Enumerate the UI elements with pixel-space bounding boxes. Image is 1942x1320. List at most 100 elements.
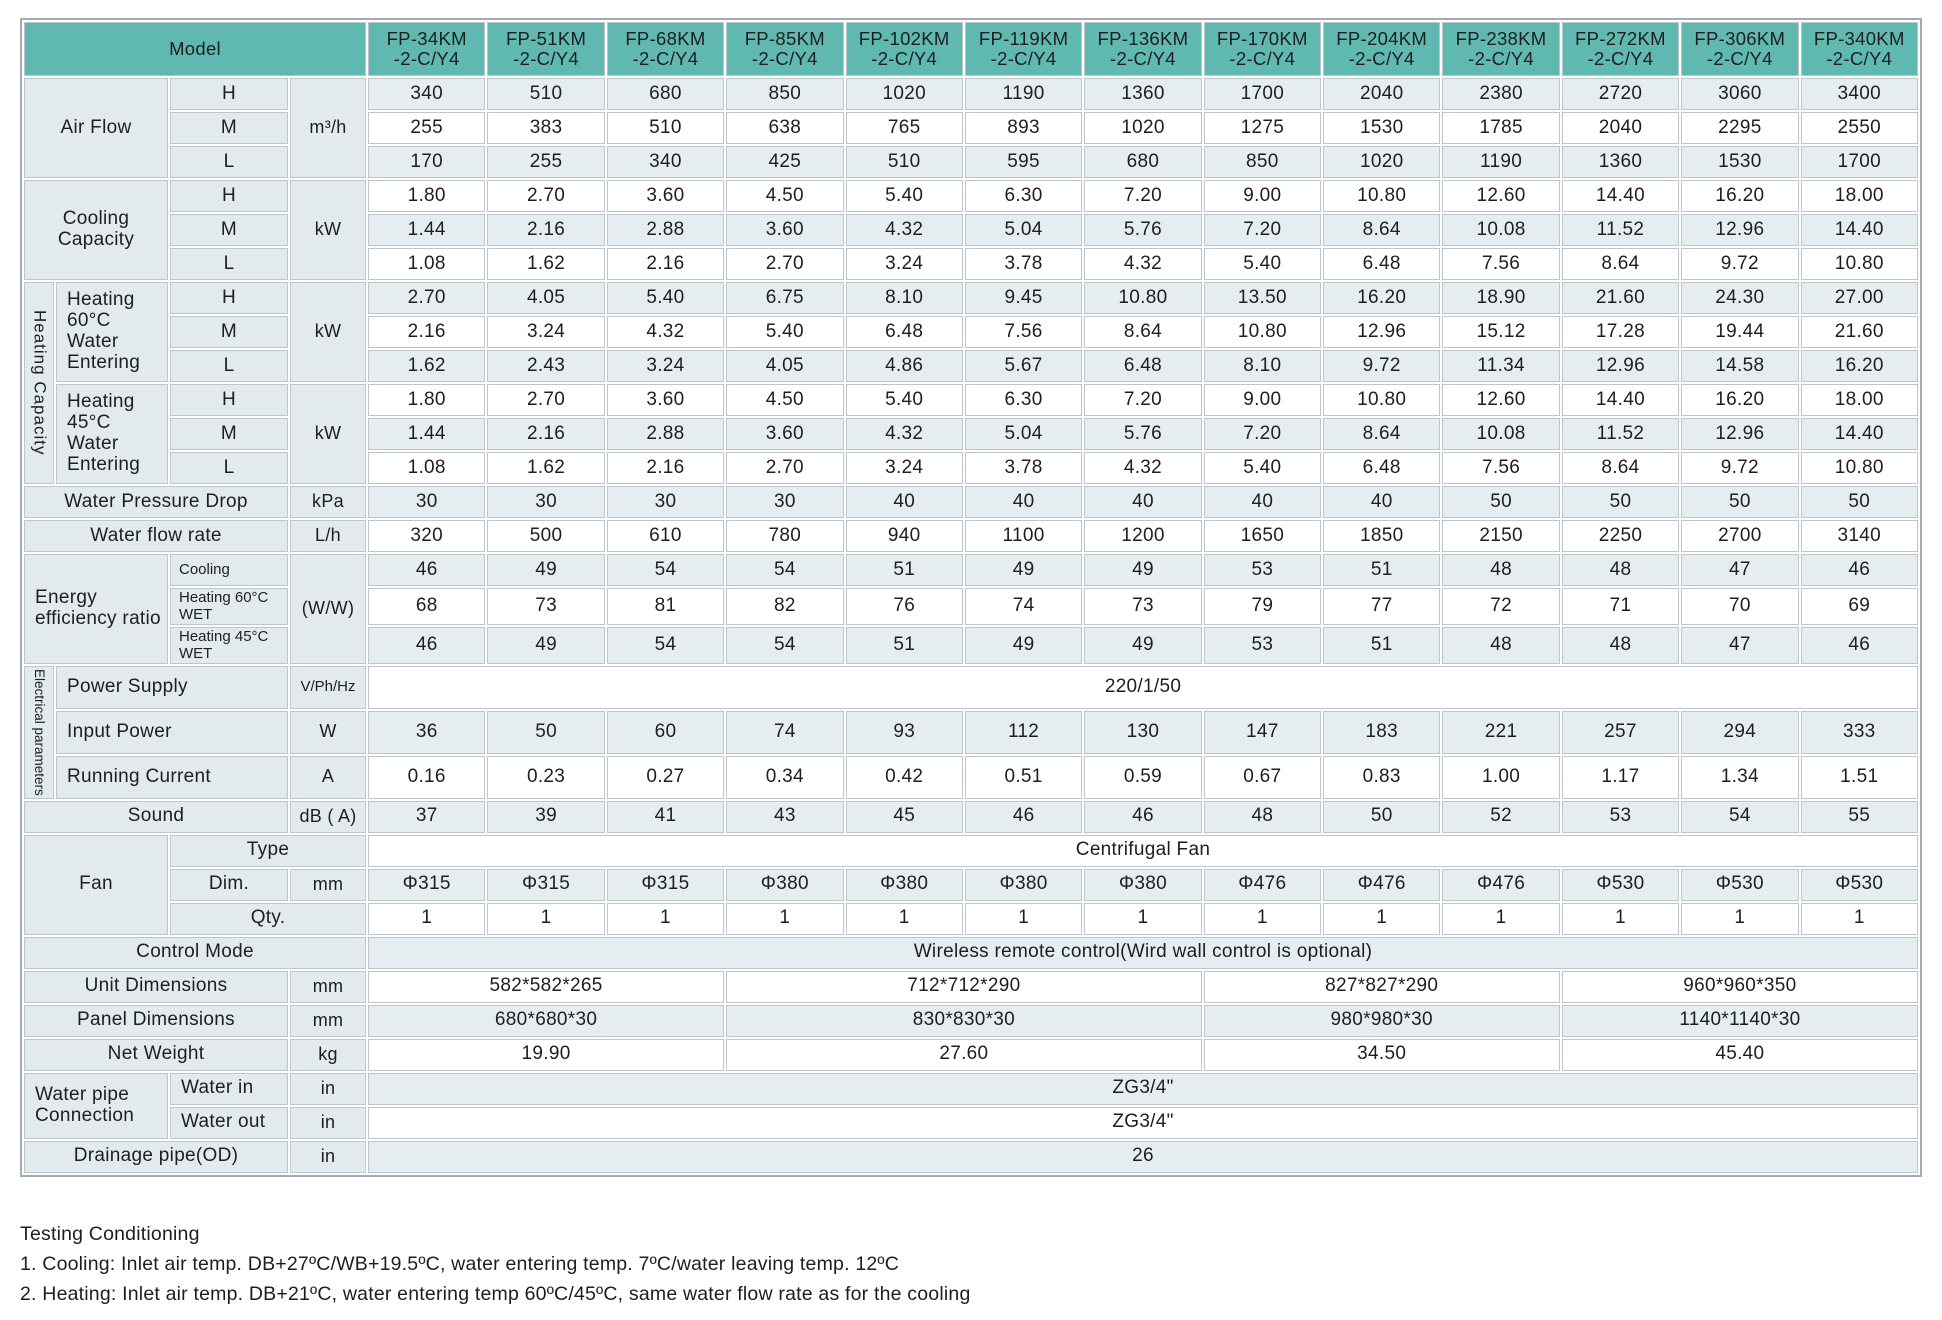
value-cell: 14.40 [1561, 384, 1680, 416]
value-cell: 1.62 [368, 350, 486, 382]
value-cell: 3.24 [845, 452, 963, 484]
value-cell: 9.00 [1203, 180, 1322, 212]
value-cell: 41 [606, 800, 725, 833]
value-cell: Φ315 [368, 868, 486, 901]
value-cell: 2.16 [368, 316, 486, 348]
value-cell: 46 [1084, 800, 1202, 833]
value-cell: 1360 [1084, 78, 1202, 110]
value-cell: Φ530 [1681, 868, 1799, 901]
notes-line-heating: 2. Heating: Inlet air temp. DB+21ºC, wat… [20, 1283, 971, 1306]
value-cell: Φ380 [1084, 868, 1202, 901]
value-cell: 5.40 [1203, 452, 1322, 484]
row-label-cell: Control Mode [24, 936, 367, 969]
value-cell: 73 [1084, 588, 1202, 625]
value-cell: 7.56 [1442, 248, 1560, 280]
model-header-cell: FP-51KM -2-C/Y4 [487, 22, 605, 76]
value-cell: 30 [726, 486, 844, 518]
value-cell: 2040 [1561, 112, 1680, 144]
unit-cell: (W/W) [290, 554, 367, 664]
value-cell: 112 [964, 710, 1083, 754]
value-cell: 255 [368, 112, 486, 144]
value-cell: 0.51 [964, 755, 1083, 799]
value-cell: Φ476 [1323, 868, 1441, 901]
value-cell: 680 [606, 78, 725, 110]
value-cell: Φ315 [487, 868, 605, 901]
value-cell: 1.80 [368, 180, 486, 212]
value-cell: 1.62 [487, 452, 605, 484]
value-cell: 15.12 [1442, 316, 1560, 348]
value-cell: 9.00 [1203, 384, 1322, 416]
value-cell: 1020 [1323, 146, 1441, 178]
value-cell: 5.04 [964, 214, 1083, 246]
row-label-cell: H [170, 282, 288, 314]
value-cell: 74 [964, 588, 1083, 625]
value-cell: 26 [368, 1140, 1918, 1173]
value-cell: 0.27 [606, 755, 725, 799]
value-cell: 46 [1800, 627, 1918, 664]
value-cell: 5.40 [845, 384, 963, 416]
row-label-cell: Type [170, 834, 367, 867]
value-cell: 383 [487, 112, 605, 144]
row-label-cell: Qty. [170, 902, 367, 935]
row-label-cell: M [170, 418, 288, 450]
value-cell: 2150 [1442, 520, 1560, 552]
value-cell: 4.32 [1084, 452, 1202, 484]
value-cell: 3.60 [606, 384, 725, 416]
value-cell: 5.76 [1084, 214, 1202, 246]
row-label-cell: M [170, 316, 288, 348]
row-label-cell: Unit Dimensions [24, 970, 288, 1003]
row-label-cell: Dim. [170, 868, 288, 901]
value-cell: 12.60 [1442, 180, 1560, 212]
value-cell: 12.96 [1681, 214, 1799, 246]
row-label-cell: Energy efficiency ratio [24, 554, 168, 664]
value-cell: 10.80 [1323, 384, 1441, 416]
value-cell: 1 [1442, 902, 1560, 935]
value-cell: 27.60 [726, 1038, 1202, 1071]
row-label-cell: Heating 45°C WET [170, 627, 288, 664]
value-cell: 47 [1681, 627, 1799, 664]
value-cell: 1700 [1800, 146, 1918, 178]
value-cell: 980*980*30 [1203, 1004, 1560, 1037]
row-cooling-l: L 1.08 1.62 2.16 2.70 3.24 3.78 4.32 5.40 6.48 7.5… [24, 248, 1918, 280]
value-cell: 7.20 [1203, 418, 1322, 450]
row-eer-cooling: Energy efficiency ratio Cooling (W/W) 46 49 5… [24, 554, 1918, 664]
value-cell: 24.30 [1681, 282, 1799, 314]
value-cell: 51 [845, 627, 963, 664]
value-cell: 40 [1203, 486, 1322, 518]
row-label-cell: Power Supply [56, 666, 288, 709]
value-cell: 638 [726, 112, 844, 144]
row-water-flow-rate: Water flow rate L/h 320 500 610 780 940 1100 120… [24, 520, 1918, 552]
value-cell: 2.16 [487, 418, 605, 450]
value-cell: 1.62 [487, 248, 605, 280]
value-cell: 0.34 [726, 755, 844, 799]
value-cell: 16.20 [1323, 282, 1441, 314]
value-cell: 1.44 [368, 418, 486, 450]
row-fan-type: Fan Type Centrifugal Fan [24, 834, 1918, 935]
model-header-cell: FP-204KM -2-C/Y4 [1323, 22, 1441, 76]
value-cell: 4.32 [606, 316, 725, 348]
row-label-cell: Water flow rate [24, 520, 288, 552]
value-cell: 18.90 [1442, 282, 1560, 314]
spec-table: Model FP-34KM -2-C/Y4 FP-51KM -2-C/Y4 FP-68… [20, 18, 1922, 1177]
row-label-cell: L [170, 146, 288, 178]
value-cell: 53 [1203, 627, 1322, 664]
testing-notes: Testing Conditioning 1. Cooling: Inlet a… [20, 1219, 1942, 1310]
value-cell: 510 [845, 146, 963, 178]
value-cell: 79 [1203, 588, 1322, 625]
value-cell: 12.60 [1442, 384, 1560, 416]
value-cell: 680*680*30 [368, 1004, 725, 1037]
value-cell: 48 [1442, 627, 1560, 664]
value-cell: 73 [487, 588, 605, 625]
unit-cell: kPa [290, 486, 367, 518]
model-header-cell: FP-85KM -2-C/Y4 [726, 22, 844, 76]
value-cell: 55 [1800, 800, 1918, 833]
row-label-cell: L [170, 350, 288, 382]
row-label-cell: Drainage pipe(OD) [24, 1140, 288, 1173]
value-cell: 50 [487, 710, 605, 754]
value-cell: 40 [1323, 486, 1441, 518]
model-header-cell: FP-340KM -2-C/Y4 [1800, 22, 1918, 76]
value-cell: 1530 [1681, 146, 1799, 178]
value-cell: 8.10 [845, 282, 963, 314]
